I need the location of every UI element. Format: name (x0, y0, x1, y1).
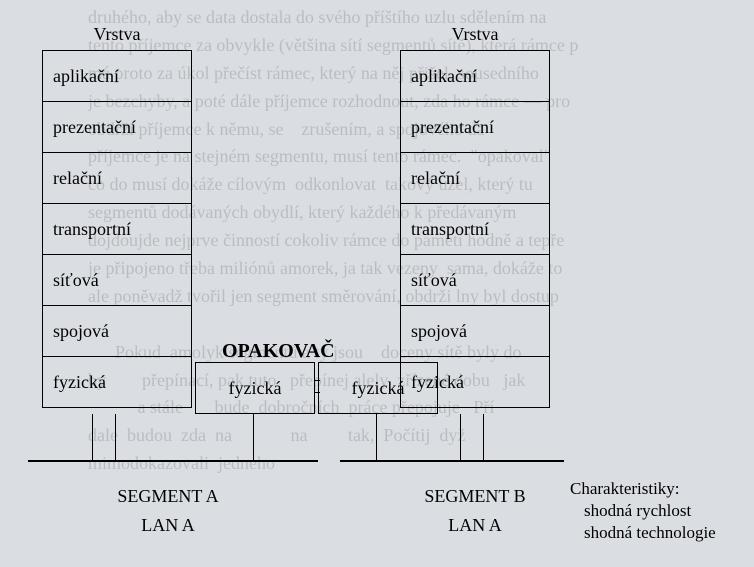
layer-right-3: transportní (400, 203, 550, 255)
layer-left-0: aplikační (42, 50, 192, 102)
segment-b-lan: LAN A (375, 515, 575, 536)
layer-stack-left: Vrstva aplikační prezentační relační tra… (42, 24, 192, 408)
bus-line-left (28, 460, 318, 462)
segment-b-label: SEGMENT B (375, 486, 575, 507)
stack-header-right: Vrstva (400, 24, 550, 45)
layer-left-6: fyzická (42, 356, 192, 408)
layer-right-1: prezentační (400, 101, 550, 153)
drop-left-repeater (253, 414, 254, 460)
layer-stack-right: Vrstva aplikační prezentační relační tra… (400, 24, 550, 408)
stack-header-left: Vrstva (42, 24, 192, 45)
characteristics-title: Charakteristiky: (570, 478, 716, 500)
drop-right-stack-b (483, 414, 484, 460)
drop-left-stack-b (115, 414, 116, 460)
layer-left-4: síťová (42, 254, 192, 306)
segment-a-block: SEGMENT A LAN A (68, 486, 268, 536)
repeater-connector-bottom (315, 392, 320, 393)
layer-right-0: aplikační (400, 50, 550, 102)
repeater-box-right: fyzická (318, 362, 438, 414)
segment-b-block: SEGMENT B LAN A (375, 486, 575, 536)
repeater-box-left: fyzická (195, 362, 315, 414)
layer-left-2: relační (42, 152, 192, 204)
repeater-connector-top (315, 380, 320, 381)
bus-line-right (340, 460, 564, 462)
layer-right-5: spojová (400, 305, 550, 357)
characteristics-block: Charakteristiky: shodná rychlost shodná … (570, 478, 716, 544)
layer-right-2: relační (400, 152, 550, 204)
characteristics-line-1: shodná rychlost (570, 500, 716, 522)
drop-right-stack-a (460, 414, 461, 460)
drop-left-stack-a (92, 414, 93, 460)
layer-left-1: prezentační (42, 101, 192, 153)
repeater-title: OPAKOVAČ (222, 340, 335, 363)
characteristics-line-2: shodná technologie (570, 522, 716, 544)
layer-left-5: spojová (42, 305, 192, 357)
layer-right-4: síťová (400, 254, 550, 306)
drop-right-repeater (376, 414, 377, 460)
segment-a-lan: LAN A (68, 515, 268, 536)
segment-a-label: SEGMENT A (68, 486, 268, 507)
layer-left-3: transportní (42, 203, 192, 255)
